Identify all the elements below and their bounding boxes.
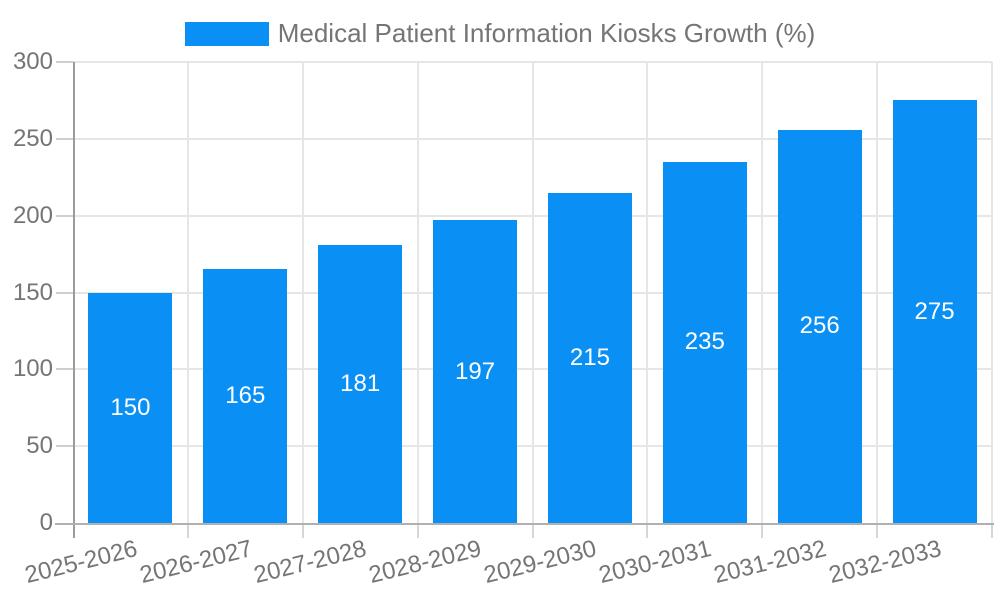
v-gridline (876, 62, 879, 523)
v-gridline (531, 62, 534, 523)
y-axis-tick (56, 368, 73, 371)
v-gridline (186, 62, 189, 523)
bar-value-label: 181 (340, 369, 381, 397)
y-axis-tick-label: 0 (39, 509, 53, 536)
x-axis-tick (531, 525, 534, 538)
x-axis-tick (301, 525, 304, 538)
v-gridline (991, 62, 993, 523)
y-axis-tick-label: 100 (12, 355, 53, 383)
y-axis-tick (56, 137, 73, 140)
legend[interactable]: Medical Patient Information Kiosks Growt… (0, 18, 1000, 49)
x-axis-tick (761, 525, 764, 538)
x-axis-tick (646, 525, 649, 538)
x-axis-tick-label: 2030-2031 (596, 535, 715, 589)
bar[interactable]: 235 (662, 161, 747, 523)
legend-label: Medical Patient Information Kiosks Growt… (277, 18, 816, 48)
bar-value-label: 165 (225, 382, 266, 410)
x-axis-tick-label: 2025-2026 (21, 535, 140, 589)
bar-value-label: 256 (799, 312, 840, 340)
bar[interactable]: 197 (433, 220, 518, 523)
v-gridline (301, 62, 304, 523)
bar-value-label: 197 (455, 357, 496, 385)
bar[interactable]: 150 (88, 292, 173, 523)
v-gridline (416, 62, 419, 523)
bar-value-label: 235 (684, 328, 725, 356)
y-axis-tick-label: 200 (12, 201, 53, 229)
y-axis-tick-label: 50 (26, 432, 53, 460)
bar-value-label: 215 (569, 343, 610, 371)
x-axis-tick-label: 2031-2032 (711, 535, 829, 589)
y-axis-line (73, 62, 75, 538)
y-axis-tick (56, 214, 73, 217)
x-axis-tick (186, 525, 189, 538)
y-axis-tick (56, 61, 73, 63)
v-gridline (761, 62, 764, 523)
x-axis-tick (416, 525, 419, 538)
x-axis-tick-label: 2029-2030 (481, 535, 600, 589)
x-axis-tick (991, 525, 993, 538)
y-axis-tick-label: 250 (12, 124, 53, 152)
v-gridline (646, 62, 649, 523)
x-axis-tick-label: 2028-2029 (366, 535, 485, 589)
x-axis-tick-label: 2026-2027 (136, 535, 255, 589)
bar[interactable]: 275 (892, 100, 977, 523)
y-axis-tick-label: 150 (12, 278, 53, 306)
bar[interactable]: 256 (777, 129, 862, 523)
x-axis-tick-label: 2032-2033 (825, 535, 944, 589)
x-axis-tick-label: 2027-2028 (251, 535, 370, 589)
plot-area: 150 165 181 197 215 235 256 275 (56, 61, 993, 538)
bar-value-label: 150 (110, 393, 151, 421)
y-axis-tick (56, 291, 73, 294)
bar[interactable]: 215 (547, 192, 632, 523)
x-axis-tick (876, 525, 879, 538)
bar[interactable]: 165 (203, 269, 288, 523)
x-axis-line (55, 523, 994, 525)
bar-value-label: 275 (914, 297, 955, 325)
bar[interactable]: 181 (318, 244, 403, 523)
y-axis-tick-label: 300 (12, 48, 53, 75)
y-axis-tick (56, 445, 73, 448)
legend-color-swatch (184, 21, 269, 46)
